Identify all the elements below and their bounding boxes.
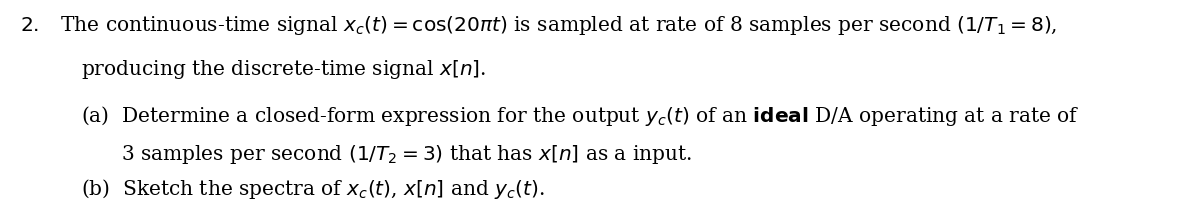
Text: $2.$$\;$$\;$ The continuous-time signal $x_c(t) = \cos(20\pi t)$ is sampled at r: $2.$$\;$$\;$ The continuous-time signal … [20,14,1057,37]
Text: (b)  Sketch the spectra of $x_c(t)$, $x[n]$ and $y_c(t)$.: (b) Sketch the spectra of $x_c(t)$, $x[n… [80,177,545,201]
Text: 3 samples per second $(1/T_2 = 3)$ that has $x[n]$ as a input.: 3 samples per second $(1/T_2 = 3)$ that … [121,143,692,166]
Text: (a)  Determine a closed-form expression for the output $y_c(t)$ of an $\mathbf{i: (a) Determine a closed-form expression f… [80,104,1080,128]
Text: producing the discrete-time signal $x[n]$.: producing the discrete-time signal $x[n]… [80,58,486,81]
